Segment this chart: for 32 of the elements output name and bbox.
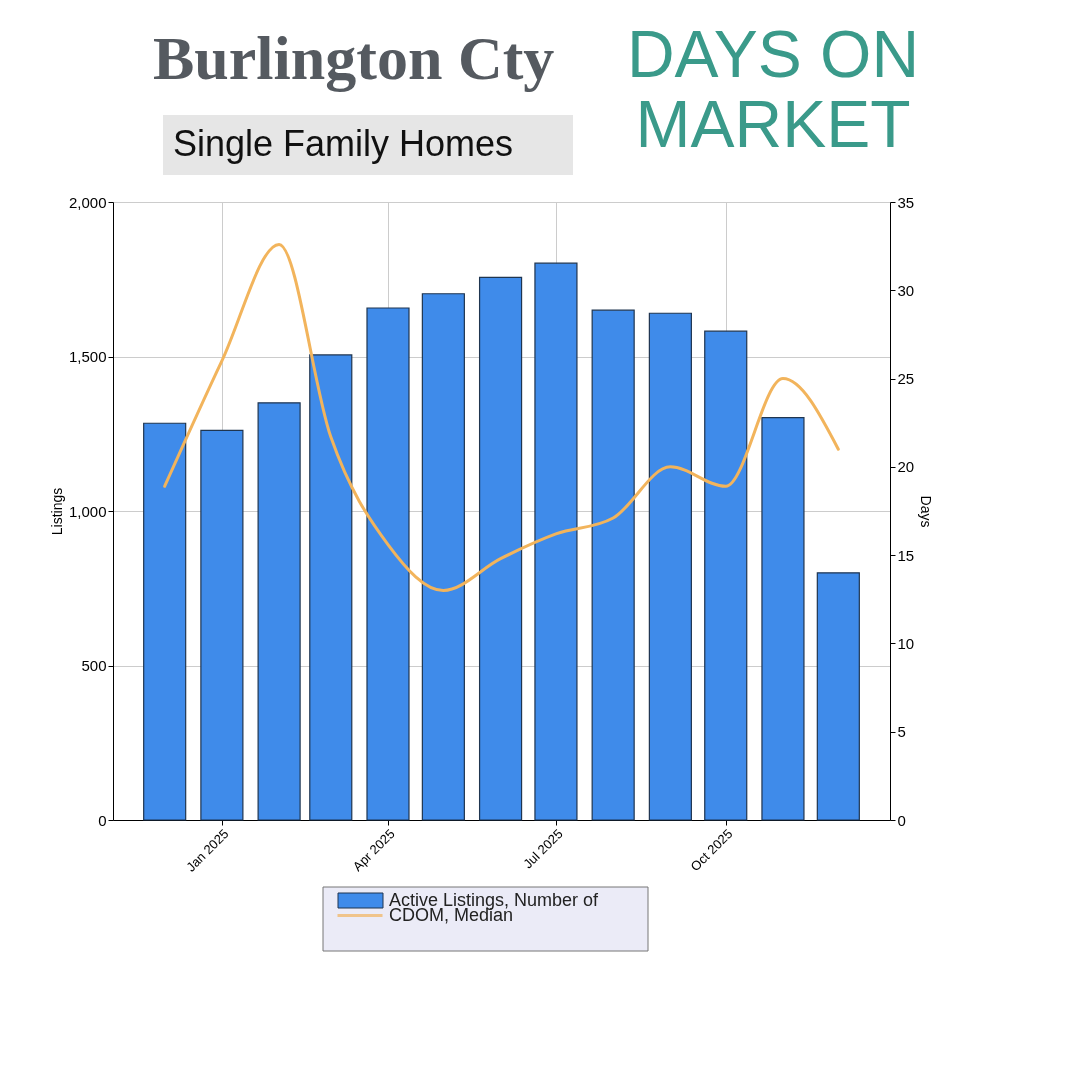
y-tick-label: 0: [98, 811, 107, 829]
bar: [309, 354, 353, 821]
bar: [366, 307, 410, 821]
text: DAYS ON MARKET: [626, 17, 920, 161]
y2-axis-title: Days: [918, 495, 935, 528]
line-series: [163, 242, 840, 592]
bar: [143, 422, 187, 821]
bar: [257, 402, 301, 821]
bar: [591, 309, 635, 821]
y-tick-label: 500: [81, 657, 107, 674]
chart-title: Burlington Cty: [153, 24, 555, 92]
y2-tick-label: 20: [897, 458, 915, 476]
y2-tick-label: 35: [897, 193, 915, 211]
bar: [534, 262, 578, 821]
bar: [478, 276, 523, 821]
y2-tick-label: 0: [897, 811, 906, 829]
bar: [816, 572, 860, 821]
y2-tick-label: 10: [897, 634, 915, 652]
y-axis-title: Listings: [48, 487, 65, 536]
y2-tick-label: 15: [897, 546, 915, 564]
bar: [761, 417, 805, 821]
y2-tick-label: 30: [897, 281, 915, 299]
bar: [421, 293, 465, 821]
y2-tick-label: 5: [897, 723, 906, 741]
bar: [648, 312, 692, 821]
bar: [704, 330, 748, 821]
bar: [200, 429, 244, 821]
y2-tick-label: 25: [897, 370, 915, 388]
chart-subtitle: Single Family Homes: [173, 123, 514, 164]
y-tick-label: 1,500: [68, 348, 107, 365]
y-tick-label: 2,000: [68, 193, 107, 211]
y-tick-label: 1,000: [68, 502, 107, 520]
